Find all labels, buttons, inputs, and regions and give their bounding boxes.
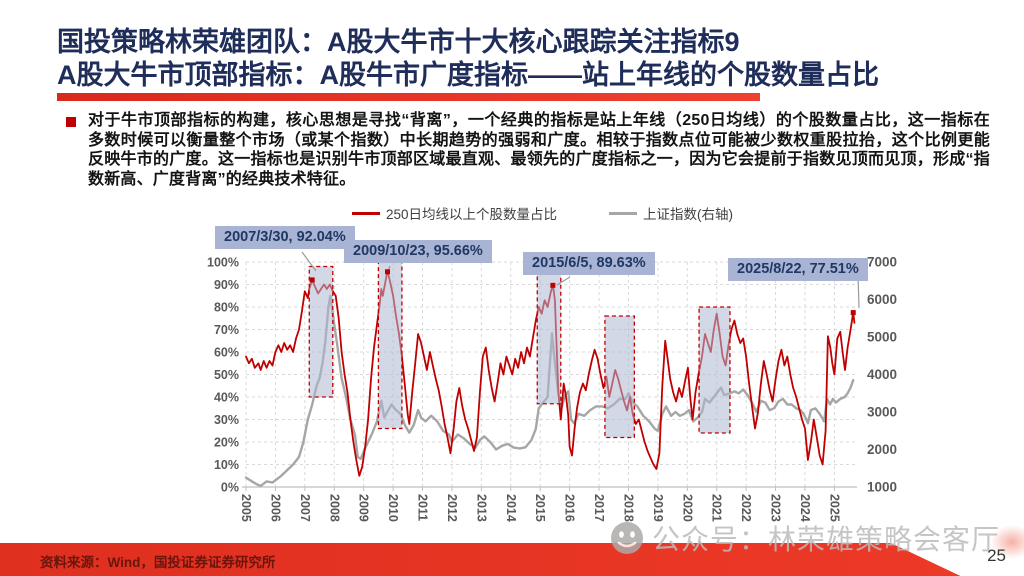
divergence-highlight-region bbox=[308, 265, 334, 398]
footer-source: 资料来源：Wind，国投证券证券研究所 bbox=[40, 555, 276, 570]
x-axis-tick-label: 2025 bbox=[827, 494, 841, 522]
legend-line-swatch-icon bbox=[352, 211, 380, 215]
x-axis-tick-label: 2021 bbox=[710, 494, 724, 522]
bullet-square-icon bbox=[66, 117, 76, 127]
divergence-highlight-region bbox=[377, 261, 403, 430]
legend-item: 250日均线以上个股数量占比 bbox=[352, 203, 557, 223]
legend-label: 上证指数(右轴) bbox=[643, 207, 734, 222]
x-axis-tick-label: 2006 bbox=[268, 494, 282, 522]
annotation-anchor-marker bbox=[309, 277, 315, 283]
right-axis-tick-label: 3000 bbox=[867, 405, 897, 420]
chart-legend: 250日均线以上个股数量占比 上证指数(右轴) bbox=[352, 203, 733, 223]
annotation-anchor-marker bbox=[385, 269, 391, 275]
right-axis-tick-label: 1000 bbox=[867, 480, 897, 495]
legend-label: 250日均线以上个股数量占比 bbox=[386, 207, 558, 222]
x-axis-tick-label: 2024 bbox=[798, 494, 812, 522]
left-axis-tick-label: 50% bbox=[214, 368, 239, 382]
corner-red-smudge bbox=[990, 525, 1024, 559]
x-axis-tick-label: 2023 bbox=[769, 494, 783, 522]
x-axis-tick-label: 2008 bbox=[327, 494, 341, 522]
divergence-highlight-region bbox=[698, 306, 731, 434]
left-axis-tick-label: 90% bbox=[214, 278, 239, 292]
x-axis-tick-label: 2013 bbox=[474, 494, 488, 522]
x-axis-tick-label: 2018 bbox=[621, 494, 635, 522]
legend-item: 上证指数(右轴) bbox=[609, 203, 733, 223]
x-axis-tick-label: 2016 bbox=[563, 494, 577, 522]
x-axis-tick-label: 2015 bbox=[533, 494, 547, 522]
right-axis-tick-label: 5000 bbox=[867, 330, 897, 345]
left-axis-tick-label: 100% bbox=[207, 256, 239, 270]
right-axis-tick-label: 2000 bbox=[867, 442, 897, 457]
x-axis-tick-label: 2007 bbox=[298, 494, 312, 522]
title-line-1: 国投策略林荣雄团队：A股大牛市十大核心跟踪关注指标9 bbox=[57, 27, 740, 57]
x-axis-tick-label: 2005 bbox=[239, 494, 253, 522]
x-axis-tick-label: 2011 bbox=[416, 494, 430, 521]
right-axis-tick-label: 7000 bbox=[867, 255, 897, 270]
left-axis-tick-label: 0% bbox=[221, 481, 239, 495]
title-underline bbox=[57, 93, 760, 101]
annotation-leader-line bbox=[556, 276, 571, 286]
x-axis-tick-label: 2010 bbox=[386, 494, 400, 522]
page-number: 25 bbox=[987, 546, 1006, 565]
body-paragraph: 对于牛市顶部指标的构建，核心思想是寻找“背离”，一个经典的指标是站上年线（250… bbox=[88, 112, 990, 189]
footer-band: 资料来源：Wind，国投证券证券研究所 bbox=[0, 543, 961, 576]
annotation-anchor-marker bbox=[550, 282, 556, 288]
right-axis-tick-label: 4000 bbox=[867, 367, 897, 382]
title-line-2: A股大牛市顶部指标：A股牛市广度指标——站上年线的个股数量占比 bbox=[57, 60, 879, 90]
x-axis-tick-label: 2012 bbox=[445, 494, 459, 522]
annotation-anchor-marker bbox=[850, 310, 856, 316]
annotation-leader-line bbox=[845, 269, 860, 309]
divergence-highlight-region bbox=[604, 315, 635, 439]
x-axis-tick-label: 2009 bbox=[357, 494, 371, 522]
x-axis-tick-label: 2020 bbox=[680, 494, 694, 522]
right-axis-tick-label: 6000 bbox=[867, 292, 897, 307]
x-axis-tick-label: 2014 bbox=[504, 494, 518, 522]
x-axis-tick-label: 2019 bbox=[651, 494, 665, 522]
left-axis-tick-label: 40% bbox=[214, 391, 239, 405]
left-axis-tick-label: 20% bbox=[214, 436, 239, 450]
left-axis-tick-label: 80% bbox=[214, 301, 239, 315]
x-axis-tick-label: 2022 bbox=[739, 494, 753, 522]
page-title: 国投策略林荣雄团队：A股大牛市十大核心跟踪关注指标9 A股大牛市顶部指标：A股牛… bbox=[57, 26, 1007, 92]
annotation-leader-line bbox=[301, 251, 317, 272]
breadth-indicator-chart: 2005 2006 2007 2008 2009 2010 2011 2012 2013 2014… bbox=[207, 251, 897, 522]
x-axis-tick-label: 2017 bbox=[592, 494, 606, 522]
left-axis-tick-label: 70% bbox=[214, 323, 239, 337]
left-axis-tick-label: 30% bbox=[214, 413, 239, 427]
left-axis-tick-label: 60% bbox=[214, 346, 239, 360]
legend-line-swatch-icon bbox=[609, 211, 638, 215]
body-block: 对于牛市顶部指标的构建，核心思想是寻找“背离”，一个经典的指标是站上年线（250… bbox=[64, 111, 994, 190]
left-axis-tick-label: 10% bbox=[214, 458, 239, 472]
divergence-highlight-region bbox=[536, 272, 562, 405]
